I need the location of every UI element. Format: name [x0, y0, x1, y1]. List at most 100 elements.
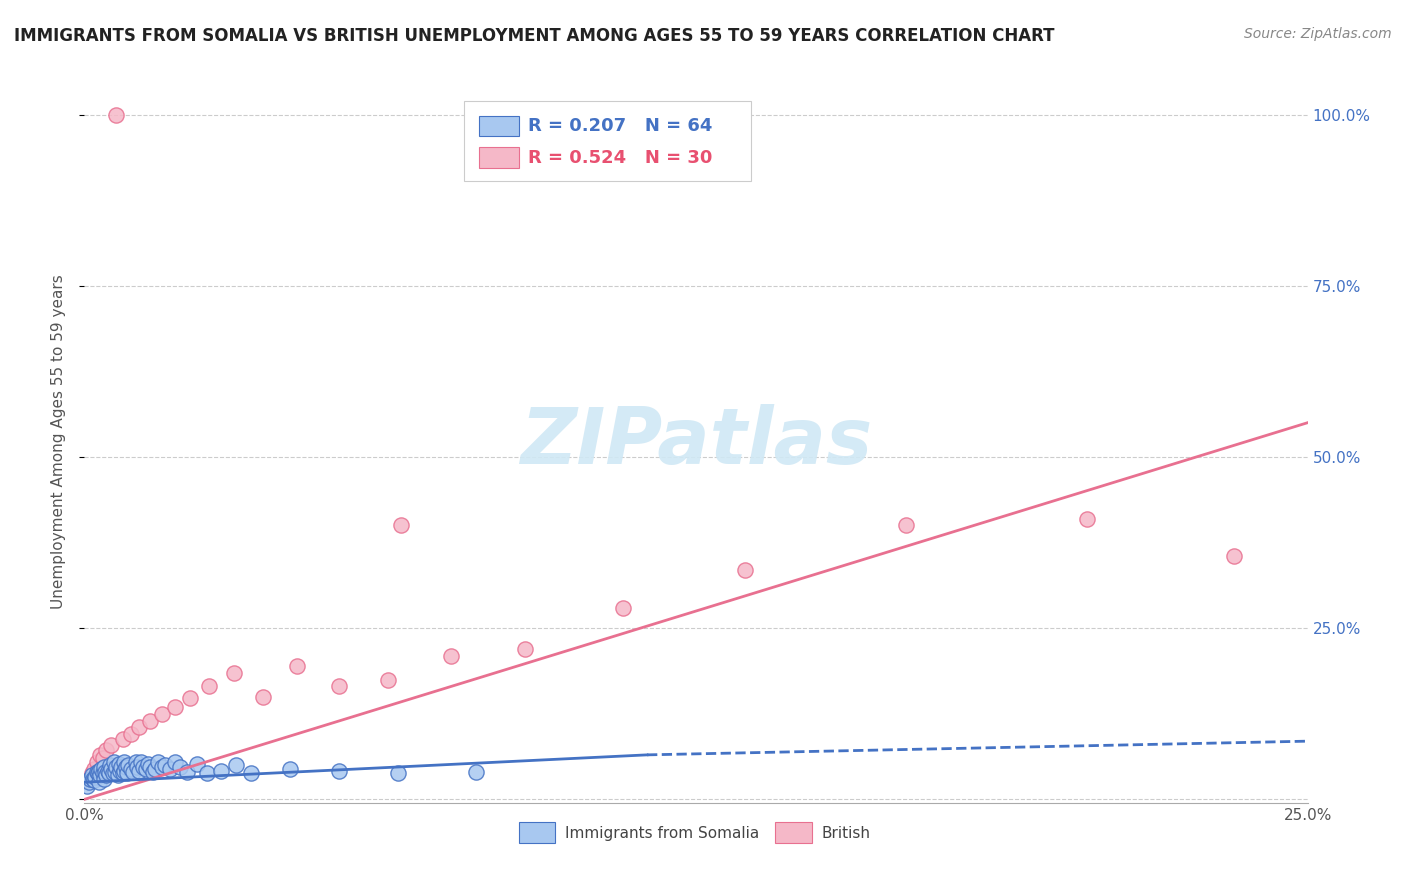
- FancyBboxPatch shape: [479, 147, 519, 168]
- Point: [79, 772, 101, 786]
- Point: [100, 738, 122, 752]
- Point: [132, 759, 155, 773]
- Point: [328, 764, 350, 778]
- Point: [107, 768, 129, 782]
- Point: [101, 766, 124, 780]
- Point: [127, 759, 149, 773]
- Point: [1076, 511, 1098, 525]
- Point: [186, 756, 208, 771]
- Point: [87, 766, 110, 780]
- Point: [82, 772, 104, 786]
- Point: [285, 658, 308, 673]
- Point: [440, 648, 463, 663]
- Point: [387, 766, 409, 780]
- Point: [179, 691, 201, 706]
- Point: [93, 772, 115, 786]
- Text: ZIPatlas: ZIPatlas: [520, 403, 872, 480]
- Point: [84, 771, 107, 785]
- Point: [80, 768, 103, 782]
- Point: [110, 759, 132, 773]
- Point: [91, 751, 114, 765]
- Point: [87, 764, 110, 778]
- Point: [114, 764, 136, 778]
- Point: [239, 766, 262, 780]
- Point: [612, 600, 634, 615]
- Point: [120, 727, 142, 741]
- FancyBboxPatch shape: [479, 116, 519, 136]
- Point: [115, 759, 138, 773]
- Point: [87, 775, 110, 789]
- Point: [93, 759, 115, 773]
- Point: [143, 762, 166, 776]
- Point: [86, 755, 108, 769]
- Point: [104, 764, 127, 779]
- Point: [94, 764, 117, 779]
- Point: [150, 706, 173, 721]
- Point: [91, 766, 114, 780]
- Point: [209, 764, 232, 778]
- Point: [734, 563, 756, 577]
- Text: R = 0.207   N = 64: R = 0.207 N = 64: [529, 117, 713, 135]
- Point: [111, 766, 134, 780]
- Point: [328, 679, 350, 693]
- Point: [96, 743, 118, 757]
- Point: [105, 107, 128, 121]
- Point: [86, 764, 108, 779]
- Point: [153, 758, 176, 772]
- Point: [163, 700, 186, 714]
- Point: [513, 641, 536, 656]
- Point: [278, 762, 301, 776]
- Point: [391, 518, 413, 533]
- Point: [176, 764, 198, 779]
- Point: [125, 755, 148, 769]
- Point: [103, 755, 125, 769]
- Point: [89, 768, 111, 782]
- FancyBboxPatch shape: [519, 822, 555, 843]
- Y-axis label: Unemployment Among Ages 55 to 59 years: Unemployment Among Ages 55 to 59 years: [51, 274, 66, 609]
- Text: Immigrants from Somalia: Immigrants from Somalia: [565, 826, 759, 840]
- Point: [97, 764, 120, 778]
- Text: IMMIGRANTS FROM SOMALIA VS BRITISH UNEMPLOYMENT AMONG AGES 55 TO 59 YEARS CORREL: IMMIGRANTS FROM SOMALIA VS BRITISH UNEMP…: [14, 27, 1054, 45]
- FancyBboxPatch shape: [464, 101, 751, 181]
- Point: [97, 766, 120, 780]
- Point: [159, 762, 181, 776]
- Point: [195, 766, 218, 780]
- Point: [136, 756, 159, 771]
- Point: [163, 755, 186, 769]
- Text: British: British: [823, 826, 870, 840]
- Point: [135, 762, 157, 776]
- Point: [377, 673, 399, 687]
- Point: [76, 779, 98, 793]
- Point: [117, 766, 139, 780]
- Point: [120, 762, 142, 776]
- Point: [117, 758, 139, 772]
- Point: [89, 747, 111, 762]
- Point: [80, 766, 103, 780]
- Point: [169, 759, 191, 773]
- Point: [129, 755, 152, 769]
- Point: [77, 775, 100, 789]
- Point: [464, 764, 486, 779]
- Point: [139, 714, 162, 728]
- Point: [111, 732, 134, 747]
- Point: [150, 759, 173, 773]
- Point: [112, 755, 135, 769]
- Point: [100, 762, 122, 776]
- Text: Source: ZipAtlas.com: Source: ZipAtlas.com: [1244, 27, 1392, 41]
- Point: [252, 690, 274, 704]
- Point: [198, 679, 221, 693]
- Point: [96, 768, 118, 782]
- Point: [139, 759, 162, 773]
- Point: [98, 758, 121, 772]
- FancyBboxPatch shape: [776, 822, 813, 843]
- Point: [83, 773, 105, 788]
- Point: [108, 764, 131, 778]
- Point: [896, 518, 918, 533]
- Point: [225, 758, 247, 772]
- Text: R = 0.524   N = 30: R = 0.524 N = 30: [529, 149, 713, 167]
- Point: [77, 773, 100, 788]
- Point: [146, 755, 169, 769]
- Point: [142, 764, 165, 779]
- Point: [128, 721, 150, 735]
- Point: [222, 665, 245, 680]
